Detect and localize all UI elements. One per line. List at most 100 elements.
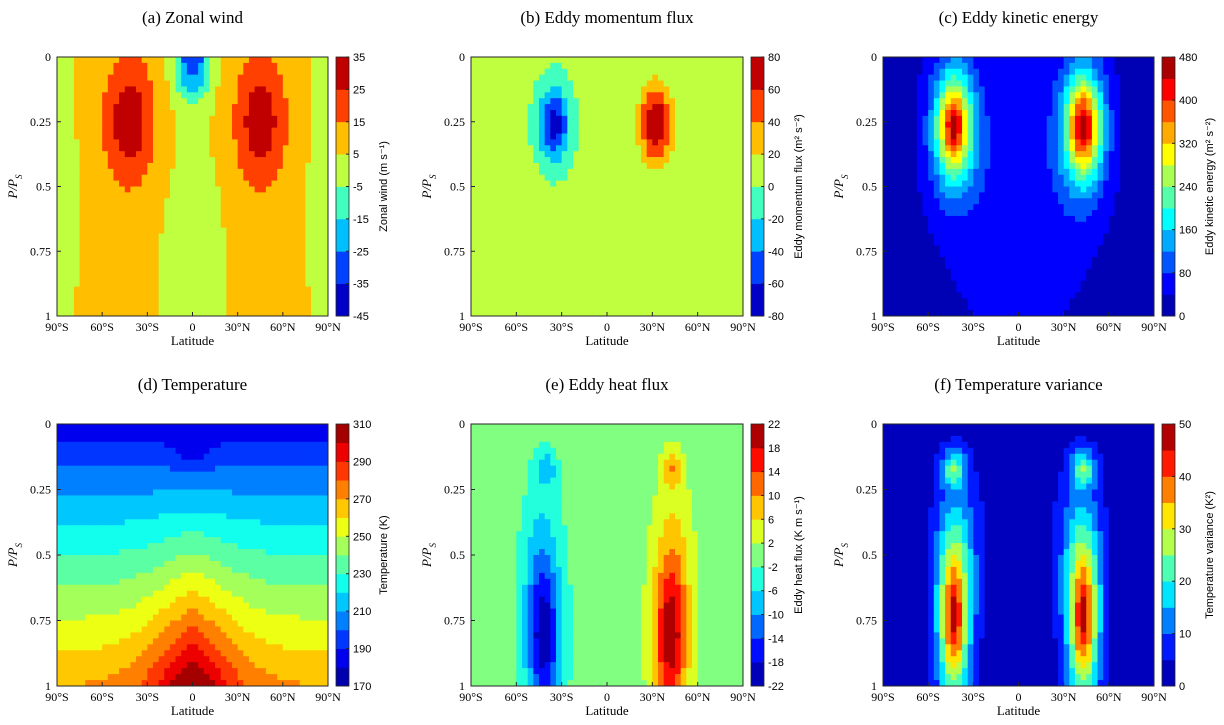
heatmap-cell — [601, 134, 607, 140]
heatmap-cell — [305, 216, 311, 222]
heatmap-cell — [204, 234, 210, 240]
heatmap-cell — [288, 169, 294, 175]
heatmap-cell — [238, 181, 244, 187]
heatmap-cell — [159, 169, 165, 175]
heatmap-cell — [641, 239, 647, 245]
heatmap-cell — [505, 281, 511, 287]
heatmap-cell — [934, 98, 940, 104]
heatmap-cell — [260, 298, 266, 304]
heatmap-cell — [193, 192, 199, 198]
heatmap-cell — [675, 151, 681, 157]
heatmap-cell — [945, 128, 951, 134]
heatmap-cell — [209, 281, 215, 287]
heatmap-cell — [136, 122, 142, 128]
heatmap-cell — [715, 134, 721, 140]
heatmap-cell — [63, 128, 69, 134]
heatmap-cell — [477, 116, 483, 122]
heatmap-cell — [108, 251, 114, 257]
heatmap-cell — [272, 104, 278, 110]
heatmap-cell — [562, 128, 568, 134]
heatmap-cell — [80, 245, 86, 251]
heatmap-cell — [692, 287, 698, 293]
heatmap-cell — [147, 298, 153, 304]
heatmap-cell — [238, 257, 244, 263]
heatmap-cell — [119, 222, 125, 228]
heatmap-cell — [732, 204, 738, 210]
heatmap-cell — [522, 145, 528, 151]
heatmap-cell — [596, 234, 602, 240]
heatmap-cell — [613, 110, 619, 116]
heatmap-cell — [283, 75, 289, 81]
heatmap-cell — [522, 92, 528, 98]
heatmap-cell — [170, 210, 176, 216]
heatmap-cell — [567, 57, 573, 63]
heatmap-cell — [108, 134, 114, 140]
heatmap-cell — [488, 275, 494, 281]
heatmap-cell — [1058, 128, 1064, 134]
heatmap-cell — [181, 151, 187, 157]
heatmap-cell — [567, 204, 573, 210]
heatmap-cell — [300, 210, 306, 216]
heatmap-cell — [618, 151, 624, 157]
heatmap-cell — [238, 234, 244, 240]
heatmap-cell — [266, 257, 272, 263]
heatmap-cell — [187, 175, 193, 181]
heatmap-cell — [488, 281, 494, 287]
heatmap-cell — [317, 187, 323, 193]
heatmap-cell — [499, 175, 505, 181]
heatmap-cell — [198, 86, 204, 92]
heatmap-cell — [471, 134, 477, 140]
heatmap-cell — [317, 181, 323, 187]
heatmap-cell — [238, 98, 244, 104]
heatmap-cell — [102, 239, 108, 245]
heatmap-cell — [562, 175, 568, 181]
heatmap-cell — [635, 163, 641, 169]
heatmap-cell — [928, 134, 934, 140]
heatmap-cell — [556, 157, 562, 163]
heatmap-cell — [928, 75, 934, 81]
heatmap-cell — [74, 222, 80, 228]
heatmap-cell — [471, 104, 477, 110]
heatmap-cell — [136, 234, 142, 240]
heatmap-cell — [607, 198, 613, 204]
heatmap-cell — [516, 63, 522, 69]
heatmap-cell — [57, 204, 63, 210]
heatmap-cell — [550, 75, 556, 81]
heatmap-cell — [249, 122, 255, 128]
heatmap-cell — [641, 198, 647, 204]
heatmap-cell — [74, 128, 80, 134]
heatmap-cell — [709, 110, 715, 116]
heatmap-cell — [221, 304, 227, 310]
heatmap-cell — [147, 239, 153, 245]
heatmap-cell — [1013, 110, 1019, 116]
heatmap-cell — [923, 116, 929, 122]
heatmap-cell — [567, 234, 573, 240]
heatmap-cell — [973, 63, 979, 69]
heatmap-cell — [63, 228, 69, 234]
heatmap-cell — [939, 116, 945, 122]
heatmap-cell — [164, 169, 170, 175]
heatmap-cell — [249, 110, 255, 116]
heatmap-cell — [164, 222, 170, 228]
heatmap-cell — [692, 63, 698, 69]
heatmap-cell — [136, 304, 142, 310]
heatmap-cell — [692, 216, 698, 222]
heatmap-cell — [1109, 92, 1115, 98]
heatmap-cell — [243, 86, 249, 92]
heatmap-cell — [613, 81, 619, 87]
heatmap-cell — [732, 234, 738, 240]
heatmap-cell — [539, 86, 545, 92]
heatmap-cell — [311, 63, 317, 69]
heatmap-cell — [1126, 92, 1132, 98]
heatmap-cell — [494, 81, 500, 87]
heatmap-cell — [305, 204, 311, 210]
heatmap-cell — [74, 304, 80, 310]
heatmap-cell — [590, 204, 596, 210]
heatmap-cell — [119, 151, 125, 157]
heatmap-cell — [488, 128, 494, 134]
heatmap-cell — [1035, 81, 1041, 87]
heatmap-cell — [68, 181, 74, 187]
heatmap-cell — [584, 269, 590, 275]
heatmap-cell — [125, 304, 131, 310]
heatmap-cell — [153, 239, 159, 245]
